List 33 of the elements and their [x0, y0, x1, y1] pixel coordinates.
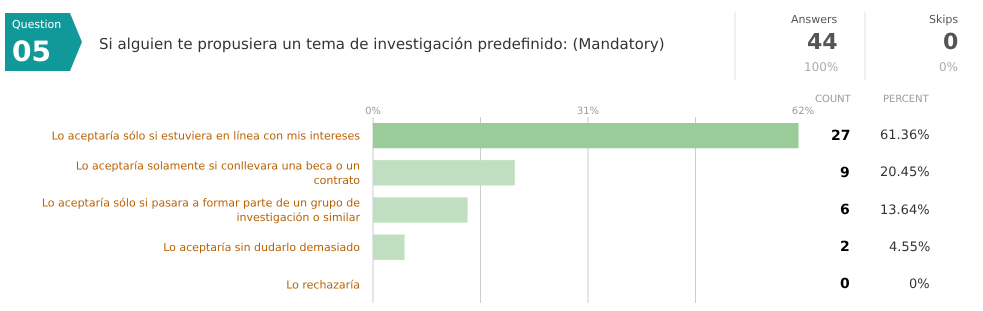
- text: 6: [840, 202, 850, 218]
- text: Skips: [929, 13, 958, 26]
- data-label: 13.64%: [880, 203, 930, 218]
- text: 0: [840, 276, 850, 292]
- bar: [373, 234, 405, 260]
- text: 2: [840, 239, 850, 255]
- y-tick-label: Lo rechazaría: [286, 278, 360, 292]
- y-tick-label: Lo aceptaría solamente si conllevara una beca o un contrato: [76, 160, 360, 187]
- text: 0: [943, 30, 958, 55]
- data-label: 4.55%: [889, 240, 930, 255]
- x-tick-label: 62%: [792, 106, 814, 117]
- text: 0%: [939, 60, 958, 74]
- text: 05: [12, 35, 51, 68]
- text: 44: [807, 30, 838, 55]
- text: 27: [831, 128, 850, 144]
- bar: [373, 160, 515, 186]
- text: Answers: [791, 13, 838, 26]
- chart-title: Si alguien te propusiera un tema de investigación predefinido: (Mandatory): [99, 35, 665, 53]
- y-tick-label: Lo aceptaría sólo si pasara a formar parte de un grupo de investigación o similar: [42, 196, 360, 224]
- text: COUNT: [815, 94, 852, 105]
- x-tick-label: 0%: [365, 106, 381, 117]
- y-tick-label: Lo aceptaría sólo si estuviera en línea con mis intereses: [52, 129, 360, 142]
- data-label: 20.45%: [880, 165, 930, 180]
- text: 100%: [804, 60, 838, 74]
- text: PERCENT: [883, 94, 930, 105]
- x-tick-label: 31%: [576, 106, 600, 117]
- y-tick-label: Lo aceptaría sin dudarlo demasiado: [163, 241, 360, 254]
- data-label: 0%: [909, 277, 930, 292]
- text: Question: [12, 18, 62, 31]
- text: 9: [840, 165, 850, 181]
- bar: [373, 122, 799, 148]
- bar: [373, 197, 468, 223]
- data-label: 61.36%: [880, 128, 930, 143]
